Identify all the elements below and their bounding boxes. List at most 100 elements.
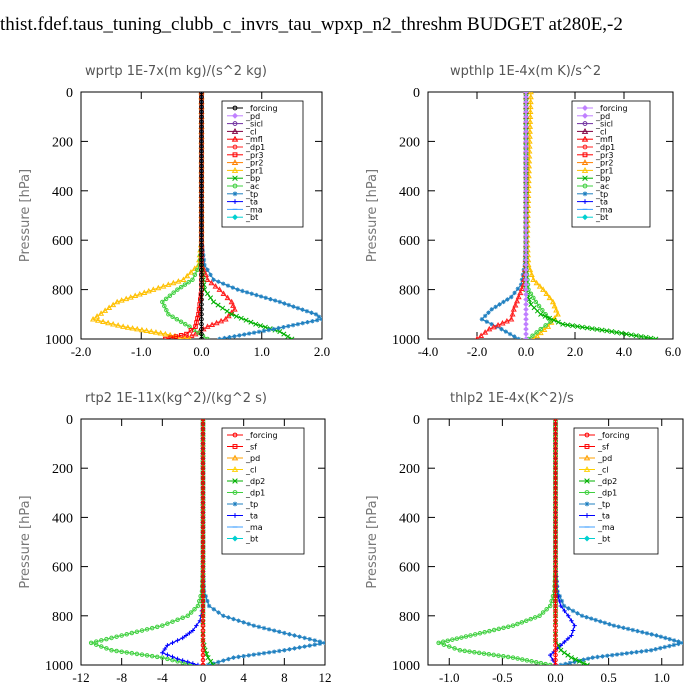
data-point [168,335,173,339]
data-point [229,311,235,317]
data-point [295,321,301,327]
legend-marker [582,144,588,150]
data-point [109,635,114,641]
data-point [160,650,165,655]
data-point [162,646,168,652]
legend-label: _sicl [595,120,613,129]
data-point [544,606,549,612]
data-point [561,650,567,656]
legend-item-ac: _ac [577,182,609,191]
data-point [566,613,571,618]
legend-marker [231,127,239,134]
data-point [495,321,502,328]
data-point [584,662,590,665]
data-point [200,628,206,633]
legend-marker [583,454,591,461]
x-tick-label: -1.0 [131,344,152,359]
y-tick-label: 800 [52,284,73,299]
data-point [100,318,107,324]
legend-marker [582,199,588,204]
data-point [501,625,506,631]
data-point [551,317,557,323]
data-point [118,297,125,303]
data-point [102,307,109,313]
data-point [520,657,525,662]
data-point [206,603,212,609]
data-point [551,302,558,309]
legend: _forcing_pd_sicl_cl_mfl_dp1_pr3_pr2_pr1_… [221,100,304,228]
data-point [570,628,576,633]
data-point [201,257,207,263]
data-point [165,621,170,626]
legend-item-sf: _sf [579,443,609,452]
data-point [232,334,237,339]
y-tick-label: 200 [399,462,420,477]
data-point [261,328,267,334]
x-tick-label: 6.0 [665,344,681,359]
data-point [251,652,257,657]
data-point [188,328,194,333]
data-point [667,643,672,649]
legend-label: _tp [245,190,258,199]
data-point [178,333,184,338]
data-point [543,290,550,296]
data-point [553,419,558,422]
data-point [436,640,441,646]
series-line-pr1 [91,92,203,339]
data-point [199,282,204,287]
data-point [200,431,206,437]
data-point [150,286,157,292]
data-point [533,299,539,305]
data-point [526,123,534,129]
legend-marker [581,159,589,166]
panel-title: thlp2 1E-4x(K^2)/s [450,391,574,406]
legend-label: _pr1 [595,166,613,175]
legend: _forcing _sf _pd _cl _dp2 _dp1 _tp _ta _ma _bt [573,427,659,555]
data-point [199,233,204,238]
data-point [310,319,315,324]
data-point [512,302,519,308]
data-point [163,336,168,339]
data-point [595,654,600,660]
data-point [134,651,140,657]
data-point [194,320,199,325]
data-point [482,313,488,319]
data-point [200,510,206,515]
legend-item-dp2: _dp2 [579,477,617,486]
legend-item-pr1: _pr1 [577,166,613,175]
data-point [200,426,206,432]
data-point [584,325,590,331]
x-tick-label: 0.5 [601,670,617,685]
data-point [200,500,206,505]
data-point [588,616,594,621]
x-tick-label: -2.0 [71,344,92,359]
data-point [200,470,206,476]
data-point [515,621,520,627]
legend-item-ac: _ac [227,182,259,191]
legend-item-pr2: _pr2 [577,159,613,168]
legend-label: _dp2 [245,477,265,486]
data-point [553,505,558,510]
data-point [200,465,206,471]
data-point [574,323,581,329]
data-point [523,331,529,337]
legend-label: _dp2 [597,477,617,486]
data-point [463,634,469,639]
data-point [199,168,204,174]
data-point [553,623,558,628]
y-tick-label: 200 [52,462,73,477]
data-point [220,281,226,286]
data-point [553,480,558,486]
data-point [549,298,556,305]
data-point [553,618,558,623]
data-point [145,287,152,294]
data-point [233,313,239,319]
data-point [441,642,447,647]
data-point [452,646,457,651]
legend-label: _ta [595,198,608,207]
data-point [527,266,534,273]
data-point [553,593,558,599]
y-axis-label: Pressure [hPa] [365,495,380,588]
data-point [199,321,204,327]
data-point [246,331,252,336]
